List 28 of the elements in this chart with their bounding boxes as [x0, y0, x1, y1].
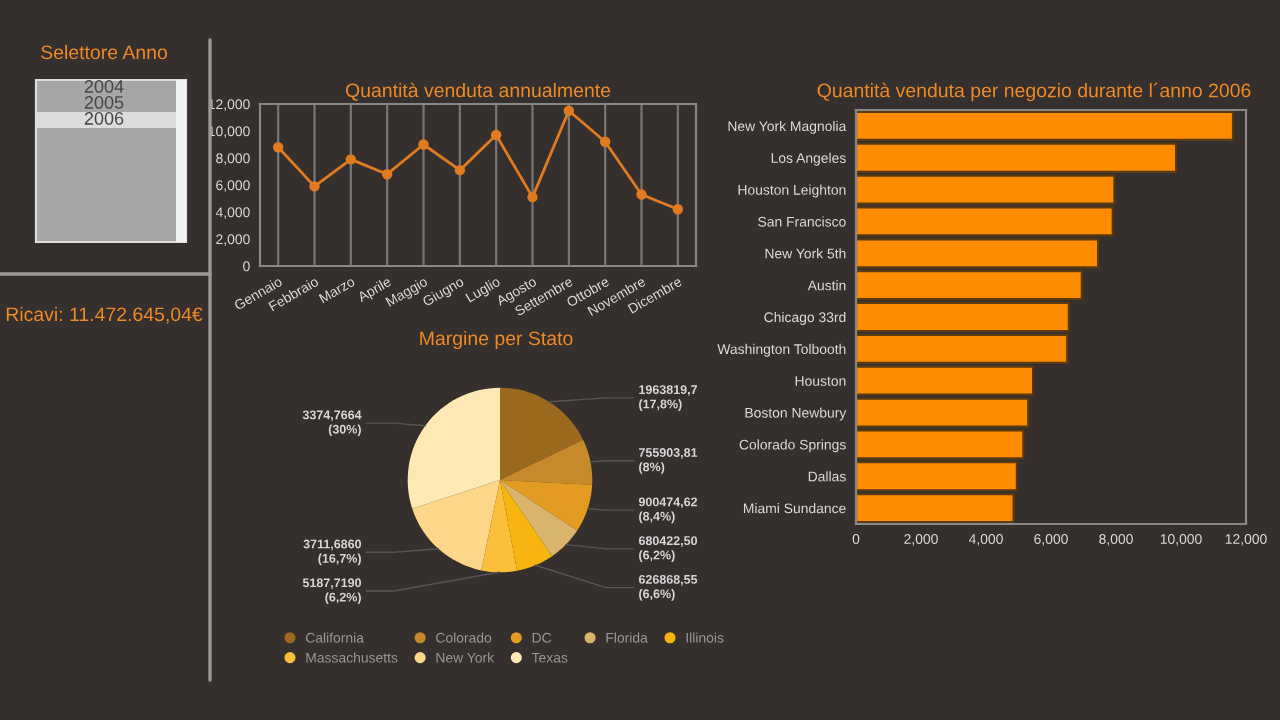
point — [672, 204, 684, 215]
pie-slice — [500, 480, 553, 571]
point — [563, 105, 575, 116]
point — [381, 168, 393, 180]
point — [527, 191, 538, 203]
chart-title: Quantità venduta per negozio durante l´anno 2006 — [817, 82, 1251, 102]
pie-slice — [412, 480, 500, 571]
pie-slice — [500, 439, 593, 485]
text: 2006 — [84, 112, 124, 125]
pie-slice — [500, 480, 578, 557]
point — [636, 189, 647, 200]
text: Selettore Anno — [41, 44, 167, 60]
point — [309, 181, 320, 192]
point — [599, 136, 611, 148]
pie-slice — [500, 387, 584, 480]
chart-title: Quantità venduta annualmente — [345, 82, 611, 101]
text: 2004 — [84, 80, 124, 93]
point — [454, 164, 466, 176]
text: 2005 — [84, 96, 124, 109]
text: Ricavi: 11.472.645,04€ — [6, 306, 203, 324]
point — [345, 154, 357, 165]
point — [418, 139, 429, 150]
point — [490, 129, 502, 141]
chart-title: Margine per Stato — [420, 330, 573, 350]
pie-slice — [407, 387, 500, 509]
point — [272, 141, 284, 153]
pie-slice — [481, 480, 518, 573]
pie-slice — [500, 480, 593, 531]
